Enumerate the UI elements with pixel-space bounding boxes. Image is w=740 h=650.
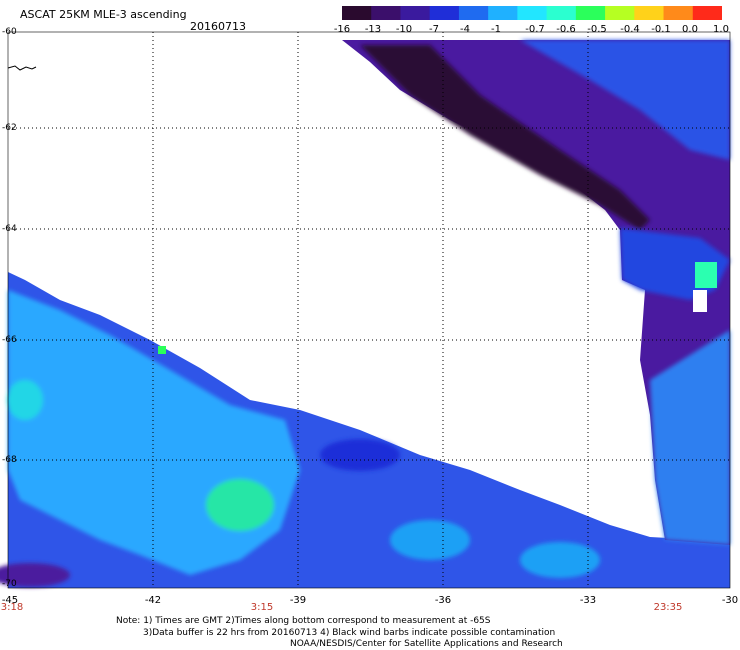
colorbar-cell bbox=[663, 6, 694, 20]
lon-label: -33 bbox=[579, 595, 597, 606]
colorbar-cell bbox=[546, 6, 577, 20]
time-label: 3:18 bbox=[0, 602, 24, 613]
colorbar-label: -0.4 bbox=[620, 24, 640, 35]
colorbar-label: -0.1 bbox=[651, 24, 671, 35]
grid bbox=[8, 32, 730, 588]
colorbar-cell bbox=[605, 6, 635, 20]
colorbar-cell bbox=[488, 6, 518, 20]
lon-label: -42 bbox=[144, 595, 162, 606]
colorbar-label: -0.7 bbox=[525, 24, 545, 35]
colorbar-cell bbox=[458, 6, 489, 20]
time-label: 3:15 bbox=[250, 602, 274, 613]
swath-blue-band bbox=[520, 40, 730, 160]
product-date: 20160713 bbox=[190, 20, 246, 33]
colorbar-cell bbox=[429, 6, 460, 20]
lon-label: -39 bbox=[289, 595, 307, 606]
colorbar-cell bbox=[634, 6, 665, 20]
swath-dark-spot bbox=[320, 439, 400, 471]
lon-label: -45 bbox=[1, 595, 19, 606]
swath-upper-right bbox=[342, 40, 730, 545]
colorbar-cell bbox=[342, 6, 372, 20]
lon-label: -36 bbox=[434, 595, 452, 606]
colorbar-cell bbox=[517, 6, 548, 20]
colorbar-cell bbox=[575, 6, 606, 20]
note-line-2: 3)Data buffer is 22 hrs from 20160713 4)… bbox=[143, 628, 556, 638]
colorbar-label: -0.6 bbox=[556, 24, 576, 35]
lat-label: -66 bbox=[2, 335, 17, 345]
lat-label: -64 bbox=[2, 224, 17, 234]
lat-label: -70 bbox=[2, 579, 17, 589]
lon-label: -30 bbox=[721, 595, 739, 606]
note-line-1: Note: 1) Times are GMT 2)Times along bot… bbox=[116, 616, 491, 626]
colorbar-label: -7 bbox=[429, 24, 439, 35]
colorbar-label: -0.5 bbox=[587, 24, 607, 35]
coastline bbox=[7, 65, 37, 71]
swath-blue-lower bbox=[650, 330, 730, 545]
swath-cyan-spot bbox=[390, 520, 470, 560]
colorbar-labels: -16 -13 -10 -7 -4 -1 -0.7 -0.6 -0.5 -0.4… bbox=[0, 24, 740, 38]
swath-green-patch bbox=[695, 262, 717, 288]
note-line-3: NOAA/NESDIS/Center for Satellite Applica… bbox=[290, 639, 563, 649]
time-label: 23:35 bbox=[653, 602, 683, 613]
swath-bright-spot bbox=[206, 479, 274, 531]
lat-label: -60 bbox=[2, 27, 17, 37]
swath-cyan-spot bbox=[520, 542, 600, 578]
colorbar bbox=[342, 6, 722, 20]
swath-green-pixel bbox=[158, 346, 166, 354]
lat-label: -68 bbox=[2, 455, 17, 465]
colorbar-label: -1 bbox=[491, 24, 501, 35]
product-title: ASCAT 25KM MLE-3 ascending bbox=[20, 8, 187, 21]
colorbar-label: -10 bbox=[395, 24, 413, 35]
map-frame bbox=[7, 31, 731, 589]
swath-dark-band bbox=[360, 45, 650, 230]
colorbar-label: -13 bbox=[364, 24, 382, 35]
colorbar-cell bbox=[692, 6, 722, 20]
swath-dark-spot bbox=[0, 563, 70, 587]
colorbar-label: -16 bbox=[333, 24, 351, 35]
swath-cyan-spot bbox=[7, 380, 43, 420]
swath-gap bbox=[693, 290, 707, 312]
lat-label: -62 bbox=[2, 123, 17, 133]
colorbar-cell bbox=[371, 6, 401, 20]
colorbar-label: 0.0 bbox=[682, 24, 698, 35]
colorbar-label: -4 bbox=[460, 24, 470, 35]
colorbar-label: 1.0 bbox=[713, 24, 729, 35]
colorbar-cell bbox=[400, 6, 431, 20]
